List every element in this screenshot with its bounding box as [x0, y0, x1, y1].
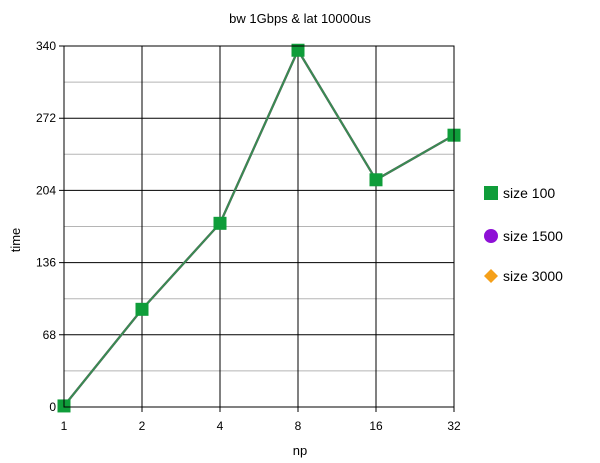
- y-tick-label: 204: [36, 183, 56, 197]
- x-tick-label: 2: [139, 419, 146, 433]
- x-tick-labels: 1 2 4 8 16 32: [61, 419, 461, 433]
- x-tick-label: 4: [217, 419, 224, 433]
- major-grid: [59, 45, 455, 412]
- y-tick-label: 272: [36, 111, 56, 125]
- chart-title: bw 1Gbps & lat 10000us: [229, 11, 371, 26]
- x-axis-label: np: [293, 443, 307, 458]
- series-line: [63, 47, 455, 407]
- x-tick-label: 32: [447, 419, 461, 433]
- data-point: [291, 43, 305, 57]
- data-point: [369, 173, 383, 187]
- x-tick-label: 1: [61, 419, 68, 433]
- y-tick-labels: 0 68 136 204 272 340: [36, 39, 56, 414]
- legend-label: size 3000: [503, 268, 563, 284]
- y-tick-label: 340: [36, 39, 56, 53]
- series-lines: [63, 47, 455, 407]
- legend-marker: [484, 269, 498, 283]
- legend-label: size 100: [503, 185, 555, 201]
- series-markers: [57, 43, 461, 413]
- y-tick-label: 68: [43, 328, 57, 342]
- data-point: [213, 216, 227, 230]
- legend-marker: [484, 229, 498, 243]
- series-line: [63, 47, 455, 407]
- legend-label: size 1500: [503, 228, 563, 244]
- legend: size 100 size 1500 size 3000: [484, 185, 563, 284]
- plot-area-border: [63, 45, 455, 408]
- x-tick-label: 16: [369, 419, 383, 433]
- y-tick-label: 136: [36, 256, 56, 270]
- y-tick-label: 0: [49, 400, 56, 414]
- x-tick-label: 8: [295, 419, 302, 433]
- legend-marker: [484, 186, 498, 200]
- series-line: [63, 47, 455, 407]
- data-point: [135, 302, 149, 316]
- minor-grid: [64, 81, 454, 372]
- y-axis-label: time: [8, 228, 23, 253]
